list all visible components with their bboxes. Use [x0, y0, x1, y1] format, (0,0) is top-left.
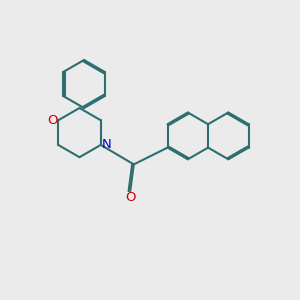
- Text: O: O: [47, 114, 57, 127]
- Text: O: O: [125, 191, 136, 204]
- Text: N: N: [102, 138, 112, 152]
